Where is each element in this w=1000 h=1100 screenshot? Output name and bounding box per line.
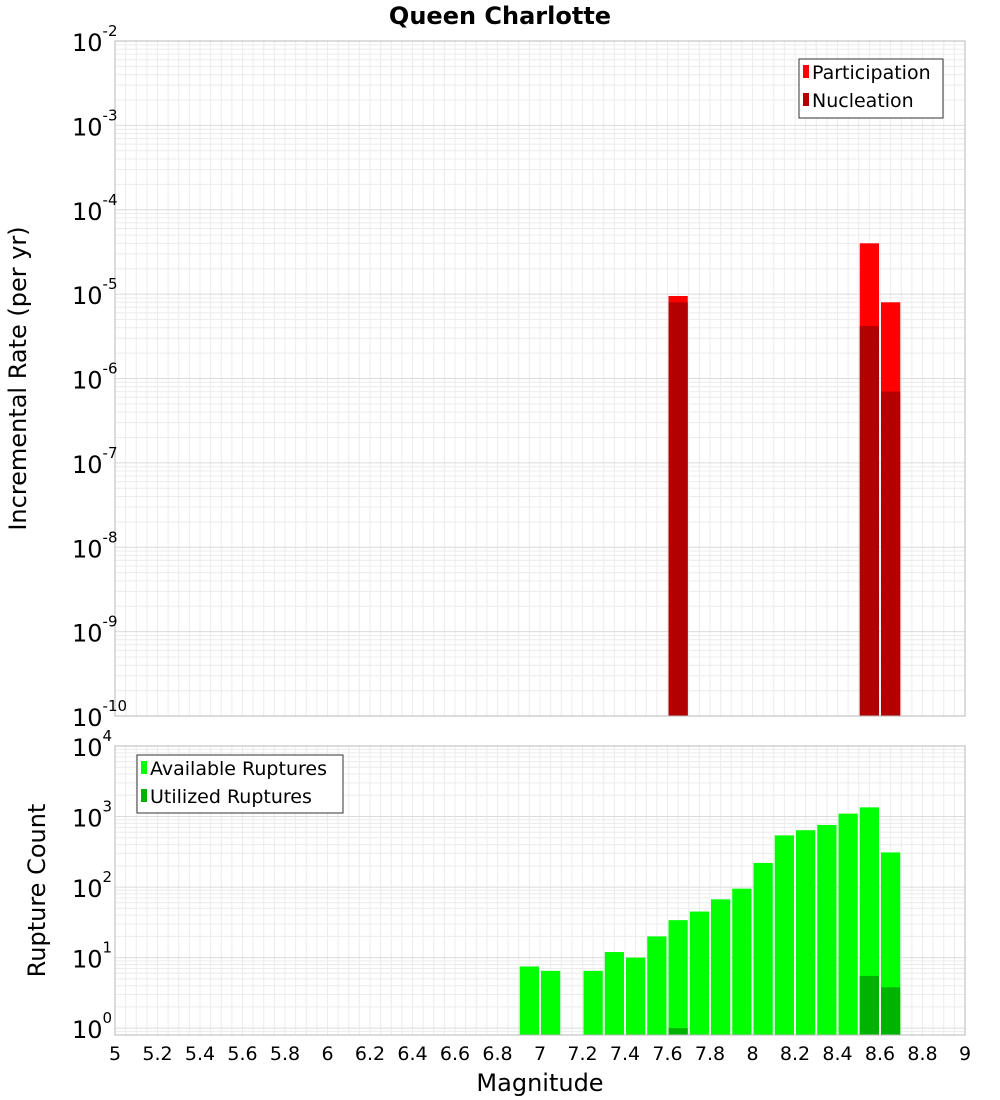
bars-layer <box>519 243 901 1035</box>
legend-entry: Available Ruptures <box>150 758 327 780</box>
y-tick-label: 102 <box>72 868 112 903</box>
chart-title: Queen Charlotte <box>389 2 611 30</box>
bar-secondary-8.65 <box>881 391 901 716</box>
x-tick-label: 7.4 <box>610 1043 640 1065</box>
x-tick-label: 8.4 <box>822 1043 852 1065</box>
x-tick-label: 6.8 <box>482 1043 512 1065</box>
y-tick-label: 10-4 <box>72 191 118 226</box>
bar-primary-7.45 <box>626 957 646 1035</box>
y-axis-label: Incremental Rate (per yr) <box>4 226 32 530</box>
legend-swatch <box>803 93 809 106</box>
legend-box <box>798 58 944 119</box>
bar-primary-8.25 <box>796 830 816 1035</box>
bar-secondary-7.65 <box>668 1028 688 1035</box>
bar-primary-8.15 <box>774 835 794 1035</box>
y-tick-label: 10-6 <box>72 360 118 395</box>
y-tick-label: 101 <box>72 939 112 974</box>
x-tick-label: 8.8 <box>907 1043 937 1065</box>
legend-entry: Participation <box>812 62 931 84</box>
y-tick-label: 10-10 <box>72 697 127 732</box>
x-tick-label: 7.6 <box>652 1043 682 1065</box>
legend-swatch <box>141 789 147 802</box>
legend-box <box>136 754 344 814</box>
x-tick-label: 7.8 <box>695 1043 725 1065</box>
x-tick-label: 5.2 <box>142 1043 172 1065</box>
bar-primary-7.35 <box>604 952 624 1035</box>
x-tick-label: 5.6 <box>227 1043 257 1065</box>
legend-entry: Nucleation <box>812 90 914 112</box>
x-tick-label: 5.8 <box>270 1043 300 1065</box>
bar-primary-7.55 <box>647 936 667 1035</box>
x-tick-label: 8.2 <box>780 1043 810 1065</box>
bar-primary-6.95 <box>519 966 539 1035</box>
bar-primary-7.65 <box>668 920 688 1035</box>
y-tick-label: 103 <box>72 798 112 833</box>
legend-swatch <box>803 65 809 78</box>
grid-layer <box>114 41 966 1036</box>
x-axis-label: Magnitude <box>476 1069 603 1097</box>
y-tick-label: 100 <box>72 1009 112 1044</box>
plot-frame <box>114 745 966 1036</box>
y-tick-label: 10-9 <box>72 613 118 648</box>
bar-secondary-7.65 <box>668 302 688 716</box>
y-axis-label: Rupture Count <box>23 804 51 978</box>
bar-primary-7.85 <box>711 899 731 1035</box>
x-tick-label: 7.2 <box>567 1043 597 1065</box>
x-tick-label: 9 <box>959 1043 971 1065</box>
y-tick-label: 10-7 <box>72 444 118 479</box>
bar-secondary-8.55 <box>859 975 879 1035</box>
y-tick-label: 104 <box>72 727 112 762</box>
x-tick-label: 8.6 <box>865 1043 895 1065</box>
legend-entry: Utilized Ruptures <box>150 786 312 808</box>
x-tick-label: 8 <box>746 1043 758 1065</box>
x-tick-label: 5 <box>109 1043 121 1065</box>
x-tick-label: 6 <box>321 1043 333 1065</box>
frame-layer <box>114 40 966 1036</box>
y-tick-label: 10-5 <box>72 275 118 310</box>
bar-primary-7.75 <box>689 911 709 1035</box>
x-tick-label: 6.4 <box>397 1043 427 1065</box>
y-tick-label: 10-2 <box>72 22 118 57</box>
bar-primary-8.45 <box>838 813 858 1035</box>
bar-secondary-8.55 <box>859 325 879 716</box>
bar-secondary-8.65 <box>881 987 901 1035</box>
x-tick-label: 6.6 <box>440 1043 470 1065</box>
x-tick-label: 7 <box>534 1043 546 1065</box>
legend-layer: Participation Nucleation Available Rupture… <box>136 58 944 814</box>
ticks-layer: 10-10 10-9 10-8 10-7 10-6 10-5 10-4 10-3 10-2 Inc… <box>4 22 971 1097</box>
bar-primary-8.05 <box>753 862 773 1035</box>
y-tick-label: 10-8 <box>72 528 118 563</box>
bar-primary-7.25 <box>583 970 603 1035</box>
bar-primary-7.05 <box>541 970 561 1035</box>
plot-frame <box>114 40 966 717</box>
bar-primary-7.95 <box>732 888 752 1035</box>
y-tick-label: 10-3 <box>72 106 118 141</box>
x-tick-label: 5.4 <box>185 1043 215 1065</box>
x-tick-label: 6.2 <box>355 1043 385 1065</box>
legend-swatch <box>141 761 147 774</box>
bar-primary-8.35 <box>817 824 837 1035</box>
